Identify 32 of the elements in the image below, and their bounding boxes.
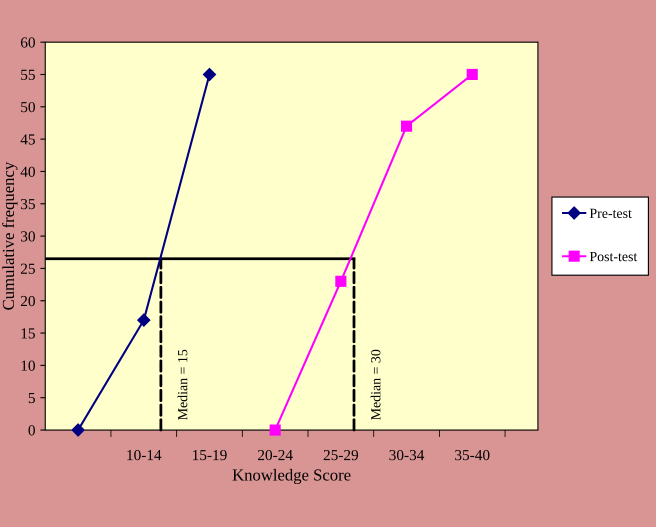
y-tick-label: 55 <box>21 70 35 80</box>
y-tick-label: 15 <box>22 328 35 339</box>
point <box>137 314 150 327</box>
point <box>335 276 346 287</box>
x-tick-label: 35-40 <box>455 450 490 460</box>
x-tick-label: 30-34 <box>389 450 424 460</box>
point <box>202 68 216 82</box>
annotation: Median = 30 <box>370 350 380 420</box>
x-tick-label: 25-29 <box>324 450 358 460</box>
annotation: Median = 15 <box>178 350 188 420</box>
x-axis-title: Knowledge Score <box>232 468 350 484</box>
point <box>400 120 412 132</box>
point <box>466 68 478 80</box>
y-tick-label: 40 <box>20 166 35 177</box>
y-tick-label: 45 <box>20 134 35 145</box>
legend-label: Pre-test <box>590 208 632 218</box>
point <box>72 423 85 437</box>
y-tick-label: 10 <box>22 360 35 371</box>
x-tick-label: 15-19 <box>193 450 227 460</box>
y-tick-label: 25 <box>20 264 35 274</box>
x-tick-label: 20-24 <box>258 450 293 460</box>
y-tick-label: 0 <box>28 425 35 436</box>
y-tick-label: 35 <box>20 198 35 210</box>
y-tick-label: 60 <box>20 37 35 48</box>
y-tick-label: 50 <box>21 102 35 112</box>
x-tick-label: 10-14 <box>127 450 162 460</box>
y-tick-label: 20 <box>20 296 35 306</box>
y-axis-title: Cumulative frequency <box>2 162 18 310</box>
point <box>270 424 281 436</box>
legend-label: Post-test <box>590 252 638 262</box>
y-tick-label: 30 <box>20 231 35 242</box>
y-tick-label: 5 <box>28 393 35 404</box>
